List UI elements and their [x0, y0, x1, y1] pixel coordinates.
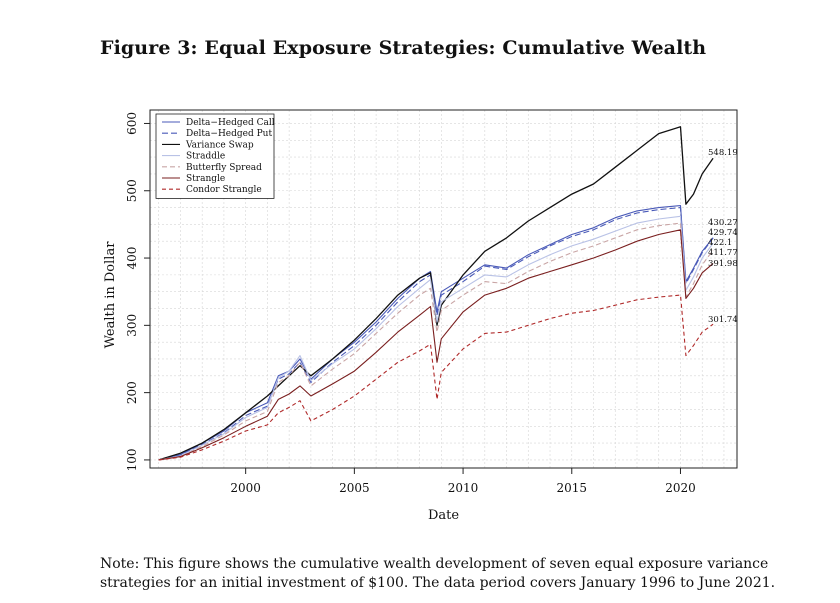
end-value-label: 430.27: [708, 218, 738, 228]
x-axis-title: Date: [428, 508, 459, 523]
legend-label: Condor Strangle: [186, 185, 262, 195]
end-value-label: 391.98: [708, 259, 738, 269]
end-value-label: 429.74: [708, 228, 738, 238]
x-tick-label: 2005: [339, 481, 370, 495]
end-value-label: 422.1: [708, 238, 732, 248]
series-line-3: [158, 215, 714, 461]
legend-label: Delta−Hedged Call: [186, 118, 275, 128]
cumulative-wealth-chart: 2000 2005 2010 2015 2020 100 200 300 400 500 600 4…: [103, 109, 738, 523]
legend-label: Strangle: [186, 174, 225, 184]
series-line-6: [158, 294, 714, 461]
plot-frame: [149, 109, 738, 469]
axes: 2000 2005 2010 2015 2020 100 200 300 400 500 600: [125, 112, 696, 495]
series-line-4: [158, 222, 714, 461]
legend-label: Delta−Hedged Put: [186, 129, 272, 139]
x-tick-label: 2010: [448, 481, 479, 495]
legend-label: Variance Swap: [185, 140, 254, 150]
y-tick-label: 600: [125, 112, 139, 135]
x-tick-label: 2020: [665, 481, 696, 495]
figure-title: Figure 3: Equal Exposure Strategies: Cum…: [100, 37, 707, 59]
legend-label: Butterfly Spread: [186, 163, 262, 173]
series-line-5: [158, 229, 714, 461]
figure-note: Note: This figure shows the cumulative w…: [100, 556, 776, 591]
y-tick-label: 400: [125, 247, 139, 270]
series-layer: [158, 126, 714, 461]
end-value-label: 301.74: [708, 315, 738, 325]
y-axis-title: Wealth in Dollar: [103, 241, 118, 349]
x-tick-label: 2000: [230, 481, 261, 495]
end-value-label: 411.77: [708, 248, 738, 258]
legend-label: Straddle: [186, 152, 225, 162]
y-tick-label: 300: [125, 314, 139, 337]
series-line-1: [158, 207, 714, 461]
y-tick-label: 100: [125, 448, 139, 471]
x-tick-label: 2015: [556, 481, 587, 495]
y-tick-label: 500: [125, 179, 139, 202]
y-tick-label: 200: [125, 381, 139, 404]
end-value-label: 548.19: [708, 148, 738, 158]
series-line-2: [158, 126, 714, 461]
legend-box: [155, 113, 275, 199]
